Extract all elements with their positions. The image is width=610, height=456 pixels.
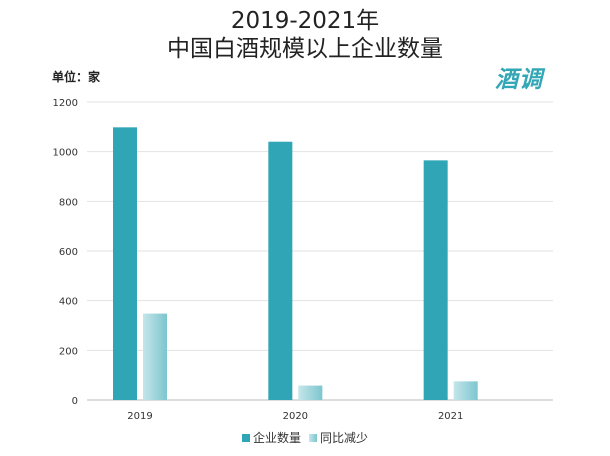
legend-item-yoy-decrease[interactable]: 同比减少 xyxy=(309,429,368,446)
bar-enterprise-count-2021 xyxy=(423,160,448,400)
y-tick-label-1200: 1200 xyxy=(53,98,78,109)
legend-item-enterprise-count[interactable]: 企业数量 xyxy=(241,429,301,446)
bar-enterprise-count-2019 xyxy=(113,127,137,400)
y-tick-label-0: 0 xyxy=(72,396,78,407)
bar-yoy-decrease-2019 xyxy=(143,313,167,400)
legend: 企业数量 同比减少 xyxy=(0,429,610,446)
x-tick-label-2020: 2020 xyxy=(283,411,308,422)
x-tick-label-2019: 2019 xyxy=(127,411,152,422)
y-tick-label-1000: 1000 xyxy=(53,148,78,159)
y-tick-label-400: 400 xyxy=(59,297,78,308)
legend-swatch-enterprise-count xyxy=(241,433,250,442)
legend-label-yoy-decrease: 同比减少 xyxy=(320,431,369,445)
unit-label: 单位：家 xyxy=(52,70,101,84)
y-tick-label-800: 800 xyxy=(59,197,78,208)
legend-label-enterprise-count: 企业数量 xyxy=(252,431,301,445)
x-tick-label-2021: 2021 xyxy=(438,411,463,422)
chart-title-line2: 中国白酒规模以上企业数量 xyxy=(167,36,443,62)
chart-title-line1: 2019-2021年 xyxy=(230,8,380,34)
bar-yoy-decrease-2020 xyxy=(298,385,323,400)
y-tick-label-600: 600 xyxy=(59,247,78,258)
y-tick-label-200: 200 xyxy=(59,346,78,357)
bar-yoy-decrease-2021 xyxy=(453,381,478,400)
brand-logo: 酒调 xyxy=(495,67,543,93)
legend-swatch-yoy-decrease xyxy=(309,433,317,442)
bar-enterprise-count-2020 xyxy=(268,141,293,400)
